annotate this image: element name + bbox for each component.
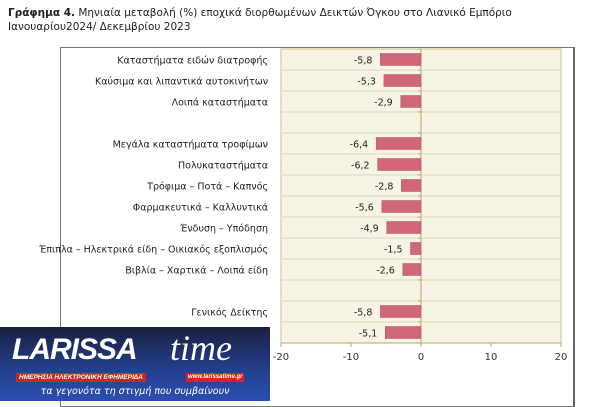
logo-slogan: τα γεγονότα τη στιγμή που συμβαίνουν xyxy=(40,386,230,397)
x-tick-label: 20 xyxy=(555,352,568,363)
bar xyxy=(402,263,422,276)
logo-subtitle: ΗΜΕΡΗΣΙΑ ΗΛΕΚΤΡΟΝΙΚΗ ΕΦΗΜΕΡΙΔΑ xyxy=(16,373,146,382)
bar xyxy=(385,326,422,339)
title-bold: Γράφημα 4. xyxy=(8,7,75,19)
category-label: Ένδυση – Υπόδηση xyxy=(179,224,268,235)
chart-title: Γράφημα 4. Μηνιαία μεταβολή (%) εποχικά … xyxy=(8,6,593,34)
value-label: -2,6 xyxy=(376,266,395,277)
value-label: -1,5 xyxy=(384,245,403,256)
x-tick-label: 0 xyxy=(418,352,424,363)
category-label: Πολυκαταστήματα xyxy=(178,161,268,172)
value-label: -5,8 xyxy=(354,308,373,319)
x-tick-label: -10 xyxy=(343,352,359,363)
value-label: -5,1 xyxy=(359,329,378,340)
logo-name: LARISSA xyxy=(12,333,138,366)
value-label: -5,3 xyxy=(357,77,376,88)
bar xyxy=(386,221,422,234)
value-label: -2,9 xyxy=(374,98,393,109)
value-label: -4,9 xyxy=(360,224,379,235)
value-label: -6,4 xyxy=(350,140,369,151)
category-label: Τρόφιμα – Ποτά – Καπνός xyxy=(146,182,268,193)
value-label: -6,2 xyxy=(351,161,370,172)
value-label: -5,8 xyxy=(354,56,373,67)
category-label: Φαρμακευτικά – Καλλυντικά xyxy=(133,203,268,214)
bar xyxy=(381,200,422,213)
category-label: Λοιπά καταστήματα xyxy=(172,98,268,109)
category-label: Γενικός Δείκτης xyxy=(191,308,268,319)
bar xyxy=(377,158,422,171)
title-text: Μηνιαία μεταβολή (%) εποχικά διορθωμένων… xyxy=(8,7,512,33)
x-tick-label: -20 xyxy=(273,352,289,363)
category-label: Έπιπλα – Ηλεκτρικά είδη – Οικιακός εξοπλ… xyxy=(38,245,268,256)
category-label: Καταστήματα ειδών διατροφής xyxy=(117,56,268,67)
bar xyxy=(410,242,422,255)
x-tick-label: 10 xyxy=(485,352,498,363)
bar xyxy=(380,53,422,66)
larissatime-logo: LARISSA time www.larissatime.gr ΗΜΕΡΗΣΙΑ… xyxy=(0,327,270,401)
value-label: -2,8 xyxy=(375,182,394,193)
logo-website: www.larissatime.gr xyxy=(186,373,245,382)
bar xyxy=(380,305,422,318)
value-label: -5,6 xyxy=(355,203,374,214)
bar xyxy=(375,137,422,150)
category-label: Βιβλία – Χαρτικά – Λοιπά είδη xyxy=(125,266,268,277)
category-label: Μεγάλα καταστήματα τροφίμων xyxy=(113,140,268,151)
logo-name2: time xyxy=(170,328,232,368)
bar xyxy=(400,95,422,108)
category-label: Καύσιμα και λιπαντικά αυτοκινήτων xyxy=(95,77,268,88)
bar xyxy=(383,74,422,87)
bar xyxy=(401,179,422,192)
